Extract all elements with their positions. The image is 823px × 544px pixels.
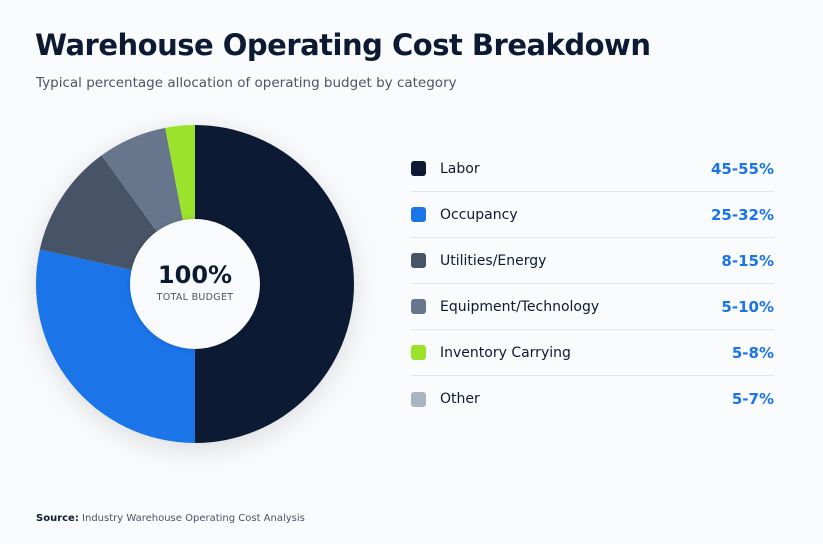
- legend-swatch: [411, 207, 426, 222]
- legend-value: 25-32%: [710, 205, 774, 224]
- legend-label: Occupancy: [440, 206, 518, 223]
- legend: Labor 45-55% Occupancy 25-32% Utilities/Ener…: [411, 146, 774, 422]
- legend-value: 8-15%: [721, 251, 774, 270]
- source-note: Source: Industry Warehouse Operating Cos…: [36, 513, 305, 524]
- legend-item: Other 5-7%: [411, 376, 774, 422]
- legend-swatch: [411, 161, 426, 176]
- legend-label: Utilities/Energy: [440, 252, 547, 269]
- legend-swatch: [411, 253, 426, 268]
- legend-item: Equipment/Technology 5-10%: [411, 284, 774, 330]
- pie-slice-labor: [195, 125, 354, 443]
- legend-item: Inventory Carrying 5-8%: [411, 330, 774, 376]
- page-subtitle: Typical percentage allocation of operati…: [36, 75, 457, 91]
- legend-value: 5-10%: [721, 297, 774, 316]
- source-text: Industry Warehouse Operating Cost Analys…: [82, 513, 305, 524]
- page-title: Warehouse Operating Cost Breakdown: [35, 28, 651, 62]
- legend-label: Inventory Carrying: [440, 344, 571, 361]
- legend-value: 5-7%: [731, 390, 774, 408]
- legend-label: Labor: [440, 160, 480, 177]
- center-label: TOTAL BUDGET: [156, 292, 234, 303]
- legend-swatch: [411, 391, 426, 407]
- legend-swatch: [411, 345, 426, 360]
- legend-value: 45-55%: [710, 159, 774, 178]
- legend-item: Labor 45-55%: [411, 146, 774, 192]
- legend-swatch: [411, 299, 426, 314]
- legend-value: 5-8%: [731, 343, 774, 362]
- legend-label: Equipment/Technology: [440, 298, 600, 315]
- legend-item: Utilities/Energy 8-15%: [411, 238, 774, 284]
- source-label: Source:: [36, 513, 79, 524]
- center-value: 100%: [157, 261, 233, 289]
- legend-item: Occupancy 25-32%: [411, 192, 774, 238]
- donut-center: 100% TOTAL BUDGET: [130, 219, 260, 349]
- legend-label: Other: [440, 391, 480, 407]
